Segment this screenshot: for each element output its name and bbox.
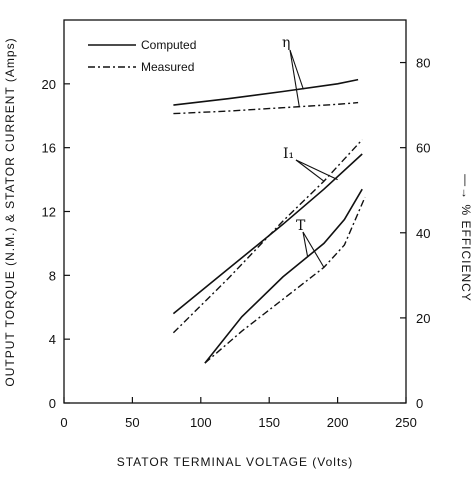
legend: Computed Measured	[88, 38, 196, 74]
annotation-i1: I₁	[283, 146, 294, 162]
x-axis-title: STATOR TERMINAL VOLTAGE (Volts)	[117, 455, 354, 469]
x-tick-label: 250	[395, 415, 417, 430]
series-group	[172, 78, 366, 364]
x-tick-label: 0	[60, 415, 67, 430]
y2-tick-label: 80	[416, 56, 430, 71]
annotation-leader-eta	[289, 49, 300, 107]
series-i1-measured	[172, 139, 363, 334]
annotation-t: T	[296, 218, 306, 234]
plot-frame	[63, 19, 407, 404]
series-t-computed	[204, 188, 363, 364]
annotation-leader-t	[302, 231, 325, 268]
x-tick-label: 100	[190, 415, 212, 430]
y2-tick-label: 0	[416, 396, 423, 411]
y2-tick-label: 20	[416, 311, 430, 326]
y-tick-label: 20	[42, 77, 56, 92]
y-tick-label: 16	[42, 141, 56, 156]
annotation-leader-t	[302, 231, 309, 257]
y-axis-title: OUTPUT TORQUE (N.M.) & STATOR CURRENT (A…	[3, 37, 17, 386]
y2-tick-label: 60	[416, 141, 430, 156]
x-tick-label: 200	[327, 415, 349, 430]
series-i1-computed	[172, 153, 363, 315]
annotation-eta: η	[282, 35, 290, 51]
legend-measured-label: Measured	[141, 60, 194, 74]
annotation-leader-eta	[289, 49, 304, 90]
y-tick-label: 4	[49, 332, 56, 347]
legend-computed-label: Computed	[141, 38, 196, 52]
annotation-leader-i1	[295, 159, 338, 181]
y2-axis-title: —→ % EFFICIENCY	[459, 174, 473, 302]
y-tick-label: 8	[49, 268, 56, 283]
annotation-lines	[289, 49, 338, 268]
annotation-leader-i1	[295, 159, 325, 182]
x-tick-label: 50	[125, 415, 139, 430]
y-tick-label: 0	[49, 396, 56, 411]
x-tick-label: 150	[258, 415, 280, 430]
series-t-measured	[204, 196, 366, 364]
y2-tick-label: 40	[416, 226, 430, 241]
series-eta-computed	[173, 78, 359, 106]
y-tick-label: 12	[42, 205, 56, 220]
series-eta-measured	[173, 101, 359, 115]
